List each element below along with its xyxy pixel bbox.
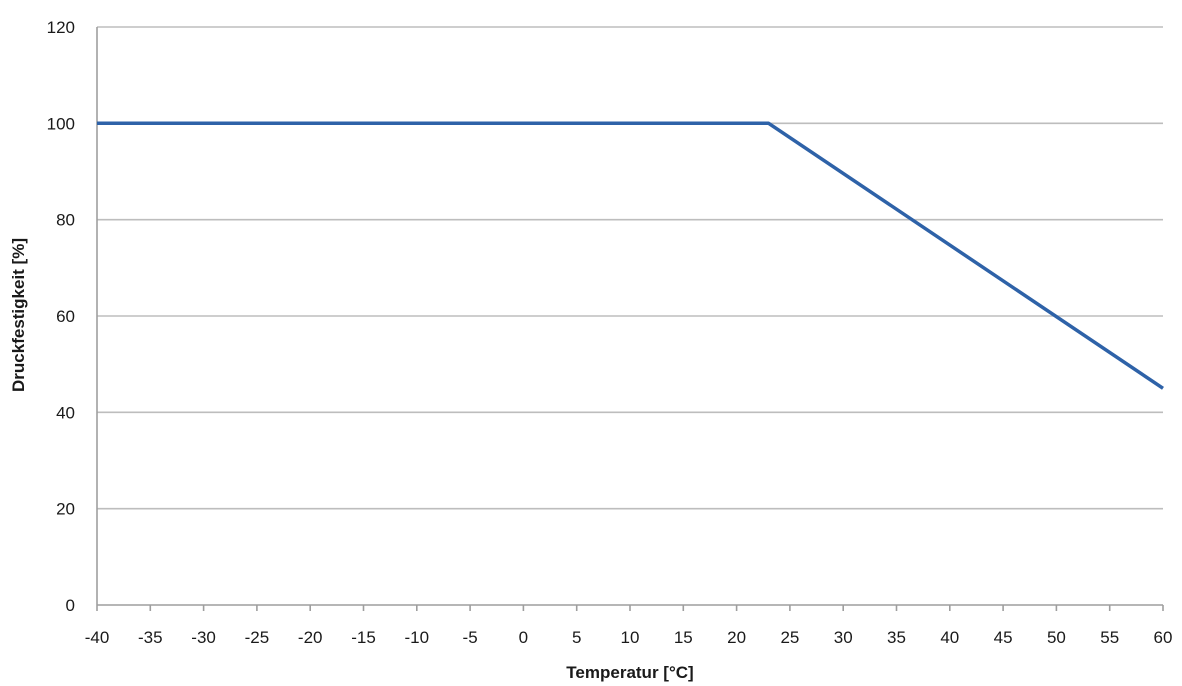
x-tick-label: 50 [1047, 628, 1066, 647]
x-tick-label: 45 [994, 628, 1013, 647]
x-tick-label: -10 [405, 628, 430, 647]
y-tick-labels: 0 20 40 60 80 100 120 [47, 18, 75, 615]
x-tick-label: -35 [138, 628, 163, 647]
x-tick-label: 0 [519, 628, 528, 647]
x-tick-label: 55 [1100, 628, 1119, 647]
x-tick-label: -20 [298, 628, 323, 647]
x-tick-label: -15 [351, 628, 376, 647]
axes [96, 27, 1164, 611]
x-tick-label: -25 [245, 628, 270, 647]
x-tick-label: 20 [727, 628, 746, 647]
y-tick-label: 100 [47, 114, 75, 133]
x-tick-label: -5 [463, 628, 478, 647]
gridlines [97, 26, 1163, 510]
x-tick-label: 60 [1154, 628, 1173, 647]
x-tick-labels: -40 -35 -30 -25 -20 -15 -10 -5 0 5 10 15 20 25 30 35 40 4… [85, 628, 1173, 647]
y-tick-label: 80 [56, 211, 75, 230]
x-tick-label: 10 [621, 628, 640, 647]
y-tick-label: 0 [66, 596, 75, 615]
x-tick-label: 15 [674, 628, 693, 647]
x-tick-label: 5 [572, 628, 581, 647]
x-tick-label: -30 [191, 628, 216, 647]
y-tick-label: 40 [56, 403, 75, 422]
y-tick-label: 60 [56, 307, 75, 326]
series-line-0 [97, 121, 1164, 390]
y-axis-title: Druckfestigkeit [%] [9, 238, 28, 392]
x-tick-label: -40 [85, 628, 110, 647]
x-tick-label: 25 [780, 628, 799, 647]
x-axis-title: Temperatur [°C] [566, 663, 693, 682]
series-lines [97, 121, 1164, 390]
y-tick-label: 120 [47, 18, 75, 37]
x-tick-label: 40 [940, 628, 959, 647]
y-tick-label: 20 [56, 500, 75, 519]
x-tick-label: 35 [887, 628, 906, 647]
x-tick-label: 30 [834, 628, 853, 647]
